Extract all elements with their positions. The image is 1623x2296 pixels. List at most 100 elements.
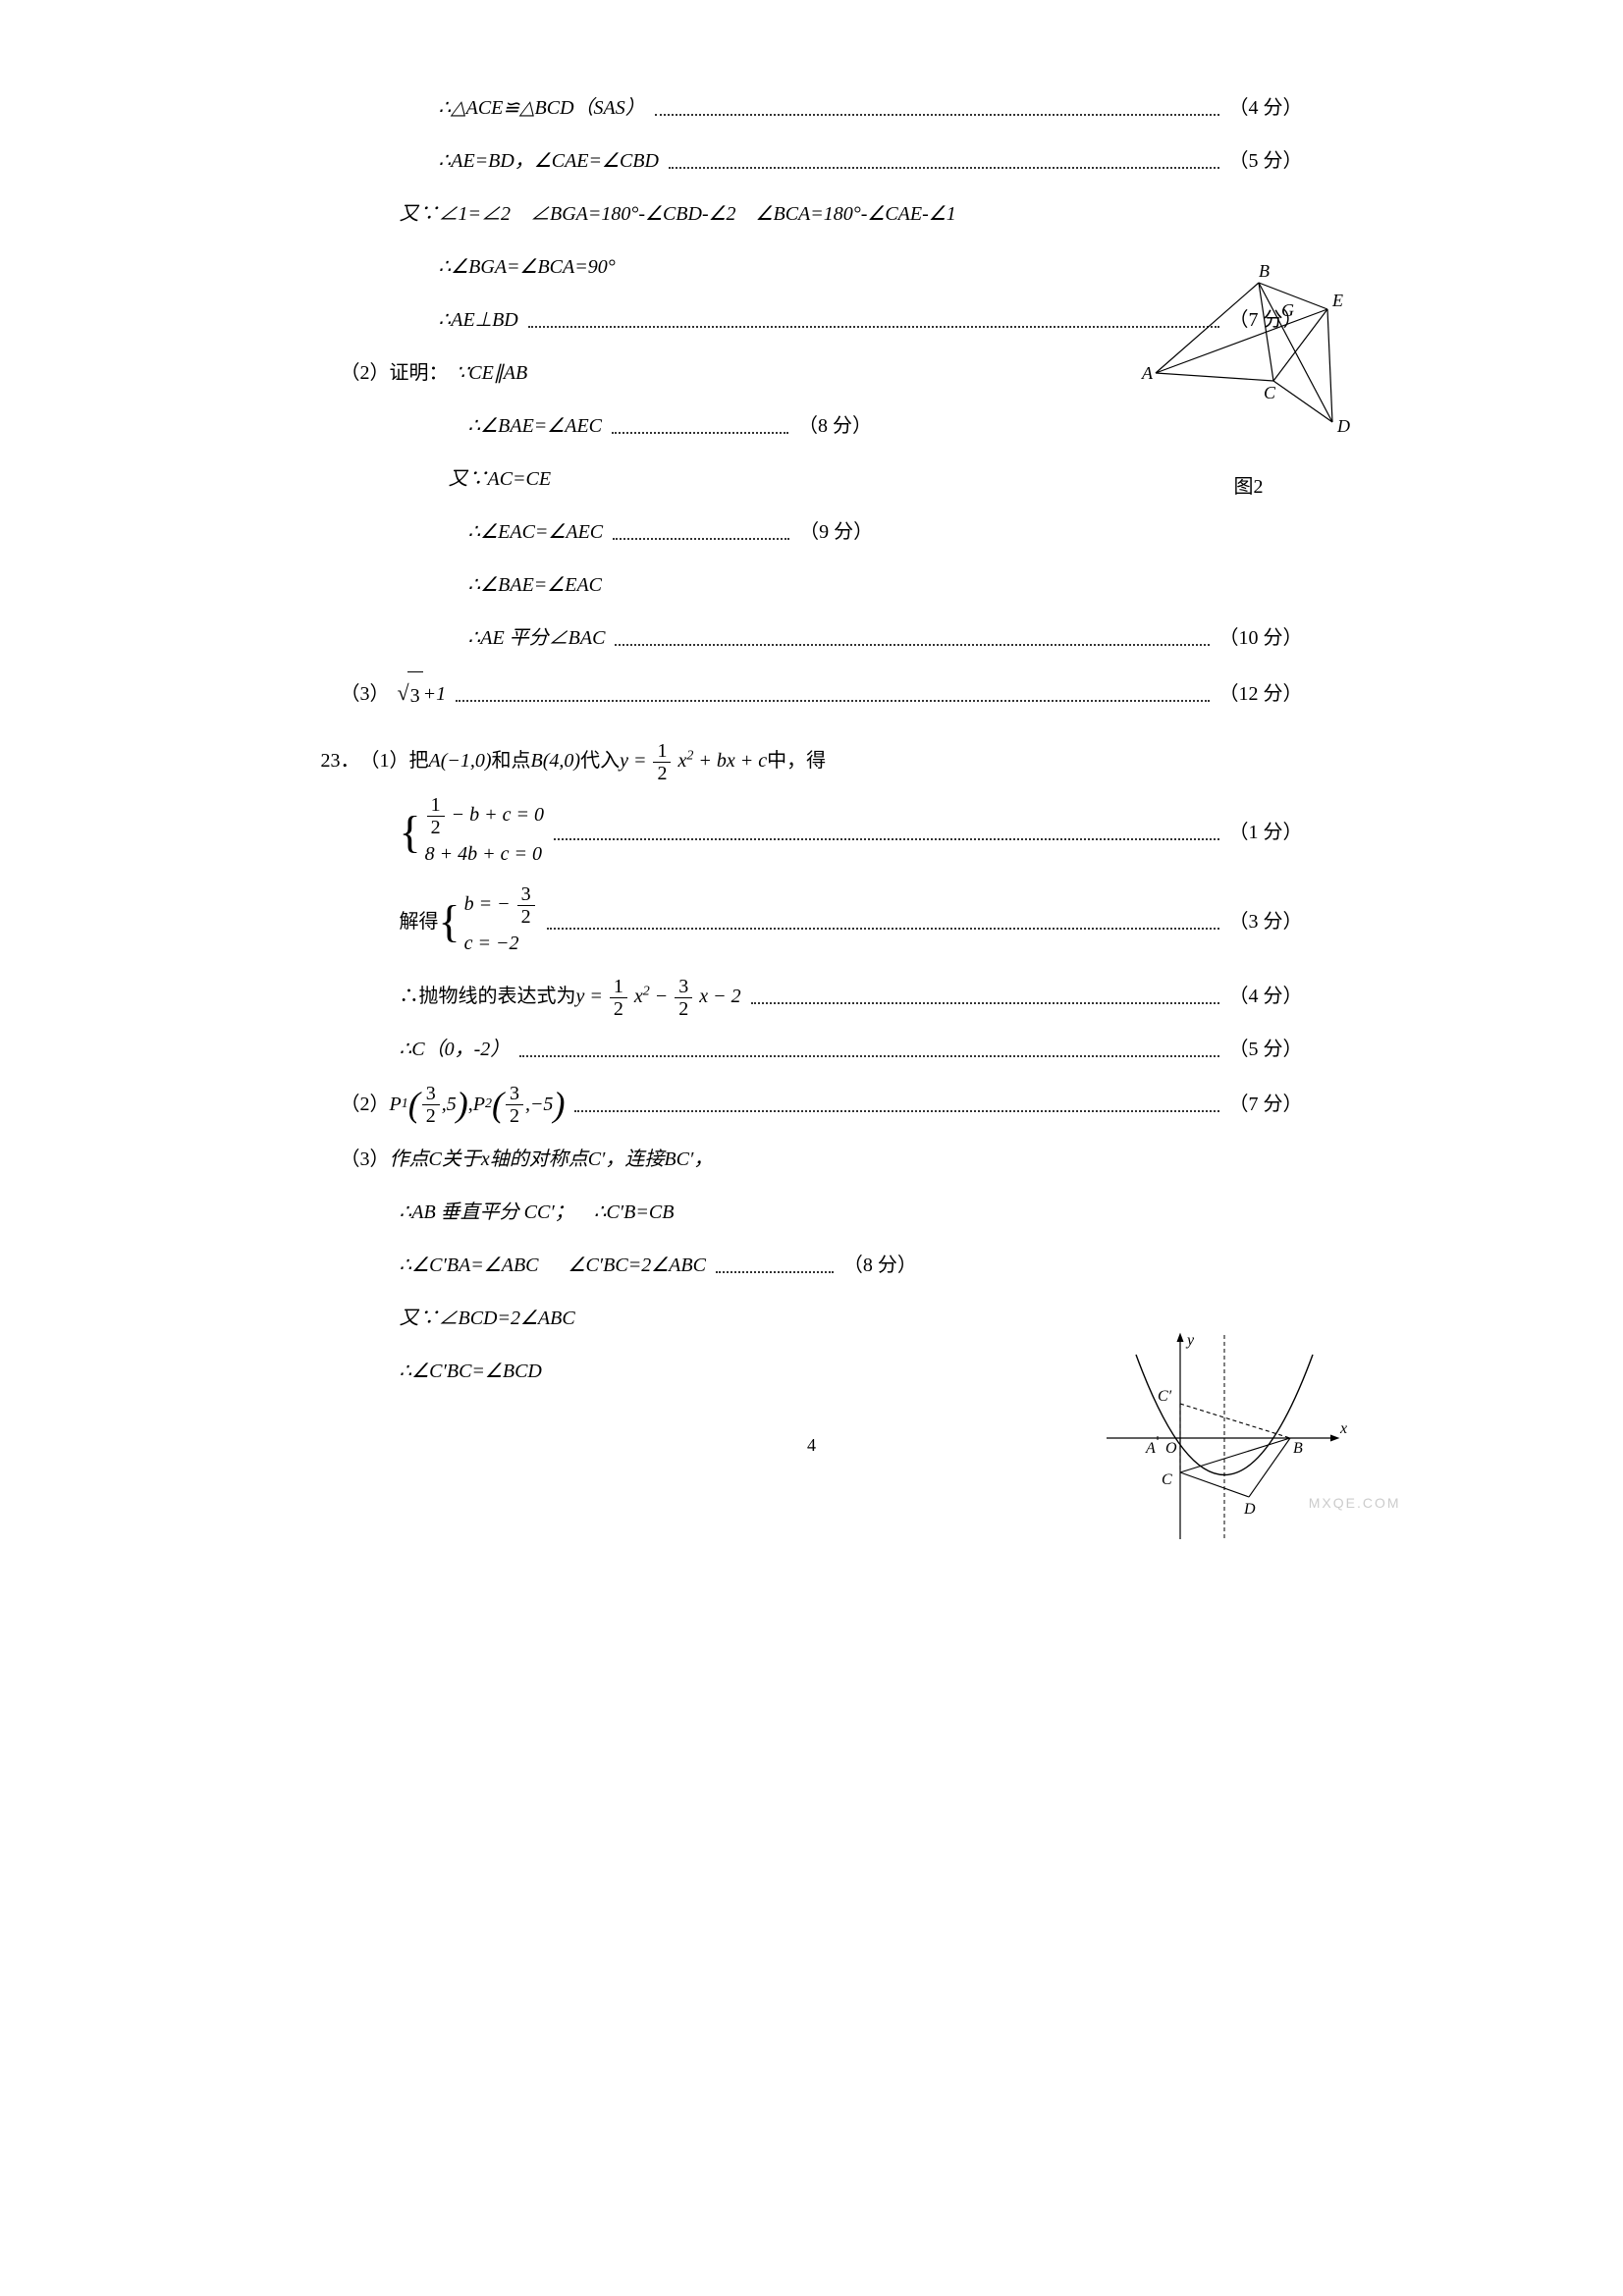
- p23-Acoord: A(−1,0): [429, 737, 492, 784]
- f-den: 2: [422, 1105, 440, 1127]
- fig2-B: B: [1293, 1440, 1303, 1457]
- p22-p3-score: （12 分）: [1219, 670, 1303, 718]
- sys-score: （1 分）: [1229, 809, 1303, 856]
- f-den: 2: [653, 763, 671, 784]
- p22-p2l5: ∴∠BAE=∠EAC: [321, 561, 1303, 609]
- fig2-O: O: [1165, 1440, 1177, 1457]
- p22-p2l2-score: （8 分）: [798, 402, 872, 450]
- p22-l1-text: ∴△ACE≌△BCD（SAS）: [439, 84, 645, 132]
- dots: [456, 686, 1209, 702]
- dots: [554, 825, 1219, 840]
- p22-p2l6: ∴AE 平分∠BAC （10 分）: [321, 614, 1303, 662]
- dots: [655, 100, 1219, 116]
- figure-2: y x A O B C C′ D: [1097, 1325, 1352, 1569]
- p22-l4-text: ∴∠BGA=∠BCA=90°: [439, 243, 616, 291]
- sqrt-body: 3: [407, 671, 423, 720]
- p23-system: { 12 − b + c = 0 8 + 4b + c = 0 （1 分）: [321, 794, 1303, 870]
- p3-l2a: ∴AB 垂直平分 CC′；: [400, 1189, 574, 1236]
- p3-l3b: ∠C′BC=2∠ABC: [568, 1242, 706, 1289]
- f-num: 3: [506, 1083, 523, 1105]
- f-num: 3: [517, 883, 535, 906]
- p22-p2l6-text: ∴AE 平分∠BAC: [468, 614, 606, 662]
- f-den: 2: [610, 998, 627, 1020]
- p22-p2l5-text: ∴∠BAE=∠EAC: [468, 561, 603, 609]
- sol-r2: c = −2: [464, 928, 537, 959]
- figure-1: B E G A C D 图2: [1136, 265, 1362, 510]
- p3-l1-text: 作点C关于x轴的对称点C′，连接BC′，: [390, 1136, 714, 1183]
- f-num: 1: [427, 794, 445, 817]
- p23-p1-lbl: （1）把: [360, 737, 429, 784]
- p23-into: 代入: [580, 737, 620, 784]
- p22-l5-text: ∴AE⊥BD: [439, 296, 518, 344]
- sol-score: （3 分）: [1229, 898, 1303, 945]
- dots: [615, 630, 1209, 646]
- f-num: 3: [675, 976, 692, 998]
- p23-p3-l2: ∴AB 垂直平分 CC′； ∴C′B=CB: [321, 1189, 1303, 1236]
- p22-l1: ∴△ACE≌△BCD（SAS） （4 分）: [321, 84, 1303, 132]
- dots: [519, 1041, 1218, 1057]
- dots: [547, 914, 1219, 930]
- p22-part2-lbl: （2）证明：: [341, 349, 449, 397]
- cpoint-score: （5 分）: [1229, 1026, 1303, 1073]
- cpoint-text: ∴C（0，-2）: [400, 1026, 511, 1073]
- fig1-label-B: B: [1259, 261, 1270, 281]
- p22-l1-score: （4 分）: [1229, 84, 1303, 132]
- fig2-x: x: [1339, 1420, 1347, 1437]
- p23-p1-intro: 23． （1）把 A(−1,0) 和点 B(4,0) 代入 y = 12 x2 …: [321, 737, 1303, 784]
- p22-part3-lbl: （3）: [341, 670, 390, 718]
- fig2-A: A: [1145, 1440, 1156, 1457]
- figure-1-caption: 图2: [1136, 463, 1362, 510]
- res-lbl: ∴抛物线的表达式为: [400, 973, 576, 1020]
- p2-lbl: （2）: [341, 1081, 390, 1128]
- f-den: 2: [517, 906, 535, 928]
- fig1-label-C: C: [1264, 383, 1276, 402]
- p3-l3a: ∴∠C′BA=∠ABC: [400, 1242, 539, 1289]
- p23-cpoint: ∴C（0，-2） （5 分）: [321, 1026, 1303, 1073]
- p2-score: （7 分）: [1229, 1081, 1303, 1128]
- p3-l3-score: （8 分）: [843, 1242, 917, 1289]
- dots: [574, 1096, 1218, 1112]
- p23-p2: （2） P1 ( 32 , 5 ) , P2 ( 32 , −5 ) （7 分）: [321, 1081, 1303, 1128]
- p22-l2: ∴AE=BD，∠CAE=∠CBD （5 分）: [321, 137, 1303, 185]
- dots: [669, 153, 1219, 169]
- figure-1-svg: B E G A C D: [1136, 265, 1362, 442]
- P1-pre: P: [390, 1081, 402, 1128]
- fig2-Cp: C′: [1158, 1388, 1172, 1405]
- p3-l4-text: 又∵∠BCD=2∠ABC: [400, 1295, 575, 1342]
- p23-result: ∴抛物线的表达式为 y = 12 x2 x² − − 32 x − 2 （4 分…: [321, 973, 1303, 1020]
- p23-solution: 解得 { b = − 32 c = −2 （3 分）: [321, 883, 1303, 959]
- P1-sub: 1: [402, 1088, 408, 1121]
- sqrt-3: √ 3: [398, 667, 423, 720]
- f-num: 1: [653, 740, 671, 763]
- p22-l3-text: 又∵∠1=∠2 ∠BGA=180°-∠CBD-∠2 ∠BCA=180°-∠CAE…: [400, 190, 956, 238]
- p23-p3-l1: （3） 作点C关于x轴的对称点C′，连接BC′，: [321, 1136, 1303, 1183]
- p22-p2l4: ∴∠EAC=∠AEC （9 分）: [321, 508, 1303, 556]
- p22-l2-score: （5 分）: [1229, 137, 1303, 185]
- p22-part3: （3） √ 3 +1 （12 分）: [321, 667, 1303, 720]
- P2-sub: 2: [485, 1088, 492, 1121]
- p22-p2l4-text: ∴∠EAC=∠AEC: [468, 508, 604, 556]
- dots: [612, 418, 788, 434]
- fig1-label-E: E: [1331, 291, 1343, 310]
- p22-p2l3-text: 又∵AC=CE: [449, 455, 552, 503]
- solve-lbl: 解得: [400, 898, 439, 945]
- dots: [613, 524, 789, 540]
- p23-tail: 中，得: [767, 737, 826, 784]
- p22-p2l2-text: ∴∠BAE=∠AEC: [468, 402, 603, 450]
- fig2-D: D: [1243, 1501, 1256, 1518]
- fig2-C: C: [1162, 1471, 1172, 1488]
- p3-l5-text: ∴∠C′BC=∠BCD: [400, 1348, 542, 1395]
- p22-l2-text: ∴AE=BD，∠CAE=∠CBD: [439, 137, 659, 185]
- p22-p2l4-score: （9 分）: [799, 508, 873, 556]
- fig1-label-A: A: [1141, 363, 1154, 383]
- f-num: 1: [610, 976, 627, 998]
- P2-y: −5: [530, 1081, 554, 1128]
- p23-eq-pre: y =: [620, 750, 651, 772]
- dots: [751, 988, 1219, 1004]
- P2-pre: P: [473, 1081, 485, 1128]
- p22-p3-after: +1: [423, 670, 447, 718]
- f-den: 2: [427, 817, 445, 838]
- fig1-label-D: D: [1336, 416, 1350, 436]
- fig2-y: y: [1185, 1332, 1195, 1349]
- p3-l2b: ∴C′B=CB: [594, 1189, 675, 1236]
